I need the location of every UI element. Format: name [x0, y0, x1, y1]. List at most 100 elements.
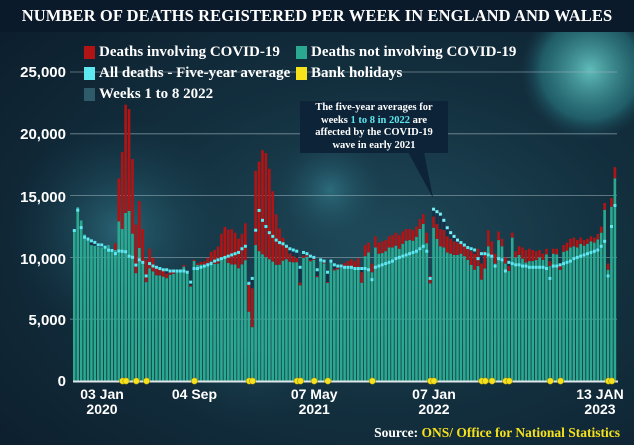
five-year-average-marker — [558, 263, 562, 267]
five-year-average-marker — [356, 267, 360, 271]
bar-non-covid — [599, 232, 603, 381]
bar-non-covid — [384, 251, 387, 381]
five-year-average-marker — [377, 264, 381, 268]
bank-holiday-marker — [488, 377, 496, 385]
five-year-average-marker — [510, 262, 514, 266]
bar-non-covid — [124, 212, 127, 381]
bar-below-average-gap — [298, 267, 302, 283]
bar-covid — [514, 251, 517, 258]
five-year-average-marker — [579, 254, 583, 258]
five-year-average-marker — [117, 249, 121, 253]
bar-non-covid — [333, 270, 336, 381]
legend-swatch — [296, 67, 307, 80]
bar-non-covid — [572, 246, 576, 381]
five-year-average-marker — [216, 258, 220, 262]
x-tick-label: 07 May — [291, 386, 338, 402]
bar-non-covid — [452, 254, 456, 381]
five-year-average-marker — [486, 253, 490, 257]
five-year-average-marker — [168, 269, 172, 273]
bar-covid — [432, 216, 435, 228]
five-year-average-marker — [113, 252, 117, 256]
bar-non-covid — [360, 282, 364, 381]
bank-holiday-marker — [546, 377, 554, 385]
bar-below-average-gap — [295, 251, 299, 258]
bar-non-covid — [473, 269, 476, 381]
bar-non-covid — [298, 285, 302, 381]
bar-covid — [384, 240, 387, 252]
five-year-average-marker — [226, 254, 230, 258]
five-year-average-marker — [332, 263, 336, 267]
bar-non-covid — [456, 254, 459, 381]
bar-non-covid — [271, 261, 275, 381]
five-year-average-marker — [199, 265, 203, 269]
five-year-average-marker — [445, 226, 449, 230]
bar-non-covid — [524, 262, 528, 381]
legend-item-covid: Deaths involving COVID-19 — [84, 44, 280, 61]
five-year-average-marker — [531, 265, 535, 269]
five-year-average-marker — [130, 255, 134, 259]
five-year-average-marker — [479, 252, 483, 256]
five-year-average-marker — [541, 265, 545, 269]
five-year-average-marker — [308, 254, 312, 258]
bar-non-covid — [445, 252, 449, 381]
bar-non-covid — [312, 259, 316, 381]
five-year-average-marker — [469, 247, 473, 251]
bar-non-covid — [261, 254, 264, 381]
five-year-average-marker — [161, 268, 165, 272]
bar-non-covid — [531, 261, 535, 381]
bar-non-covid — [504, 263, 507, 381]
bar-covid — [442, 230, 446, 248]
bar-non-covid — [374, 247, 377, 381]
bar-covid — [387, 236, 391, 248]
five-year-average-marker — [384, 262, 388, 266]
bar-non-covid — [93, 245, 97, 381]
bar-non-covid — [562, 251, 565, 381]
bar-non-covid — [309, 261, 312, 381]
five-year-average-marker — [230, 253, 234, 257]
bar-non-covid — [73, 229, 76, 381]
bar-below-average-gap — [432, 209, 435, 217]
bar-non-covid — [90, 245, 93, 381]
y-tick-label: 0 — [58, 373, 66, 390]
bar-covid — [250, 288, 254, 328]
bar-covid — [312, 258, 316, 260]
five-year-average-marker — [278, 241, 282, 245]
five-year-average-marker — [373, 265, 377, 269]
bar-non-covid — [158, 275, 162, 381]
five-year-average-marker — [243, 244, 247, 248]
five-year-average-marker — [302, 250, 306, 254]
bar-covid — [257, 161, 261, 252]
bar-covid — [548, 261, 552, 267]
bar-covid — [144, 259, 148, 283]
bar-non-covid — [483, 268, 487, 381]
bar-covid — [288, 253, 292, 262]
bar-covid — [158, 268, 162, 276]
bar-covid — [425, 232, 429, 244]
legend-swatch — [84, 67, 95, 80]
bar-non-covid — [606, 269, 610, 381]
bar-non-covid — [319, 260, 322, 381]
bar-covid — [165, 273, 168, 279]
bar-covid — [483, 251, 487, 269]
bar-non-covid — [442, 247, 446, 381]
bank-holiday-marker — [608, 377, 616, 385]
bar-below-average-gap — [302, 252, 305, 256]
bar-covid — [380, 241, 384, 254]
legend-label: Deaths involving COVID-19 — [99, 44, 280, 60]
bar-covid — [141, 229, 145, 262]
five-year-average-marker — [284, 244, 288, 248]
five-year-average-marker — [319, 258, 323, 262]
bank-holiday-marker — [368, 377, 376, 385]
five-year-average-marker — [456, 238, 460, 242]
bar-covid — [463, 245, 466, 257]
five-year-average-marker — [349, 265, 353, 269]
bar-covid — [575, 240, 579, 248]
five-year-average-marker — [154, 265, 158, 269]
source-link[interactable]: ONS/ Office for National Statistics — [421, 425, 620, 440]
five-year-average-marker — [524, 264, 528, 268]
five-year-average-marker — [83, 235, 87, 239]
five-year-average-marker — [100, 243, 104, 247]
bar-non-covid — [541, 259, 545, 381]
bar-non-covid — [404, 240, 408, 381]
bar-covid — [148, 248, 151, 269]
